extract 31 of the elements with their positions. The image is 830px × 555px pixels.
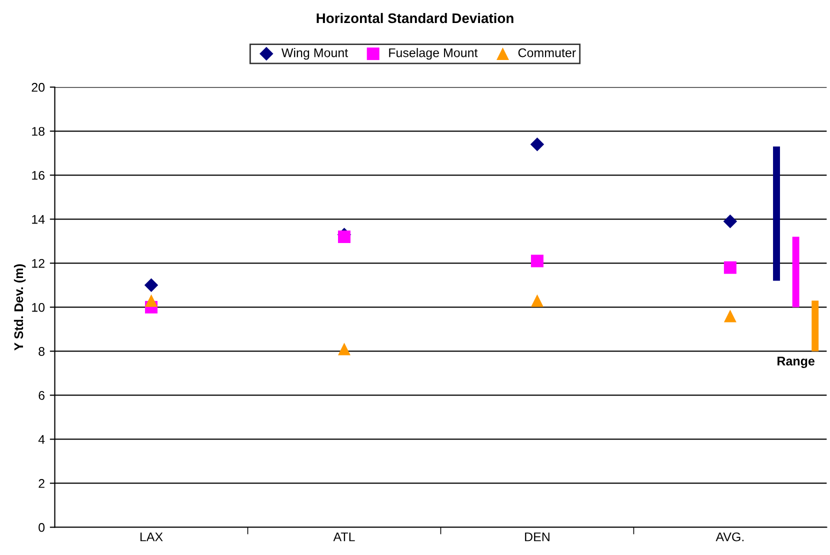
point <box>723 214 738 228</box>
point <box>144 278 158 292</box>
y-tick-label: 6 <box>38 391 45 400</box>
x-tick-label: ATL <box>333 532 355 542</box>
y-tick-label: 16 <box>32 170 45 180</box>
point <box>724 261 736 274</box>
legend-label: Commuter <box>518 48 576 58</box>
y-tick-label: 8 <box>38 347 45 356</box>
y-tick-label: 20 <box>32 82 45 92</box>
point <box>530 254 544 268</box>
chart-title: Horizontal Standard Deviation <box>316 12 514 24</box>
y-axis-title: Y Std. Dev. (m) <box>14 264 26 351</box>
y-tick-label: 12 <box>32 258 44 268</box>
point <box>530 294 544 307</box>
y-tick-label: 14 <box>32 215 45 224</box>
y-tick-label: 18 <box>32 126 45 136</box>
x-tick-label: DEN <box>525 532 550 542</box>
point <box>338 230 350 244</box>
y-tick-label: 2 <box>38 479 44 488</box>
point <box>724 310 736 322</box>
legend-label: Fuselage Mount <box>389 48 478 60</box>
point <box>145 294 158 307</box>
y-tick-label: 10 <box>32 302 45 312</box>
x-tick-label: LAX <box>140 532 163 542</box>
legend-label: Wing Mount <box>281 48 348 60</box>
x-tick-label: AVG. <box>716 532 744 542</box>
y-tick-label: 0 <box>38 523 45 532</box>
annotation: Range <box>778 356 814 368</box>
y-tick-label: 4 <box>38 435 45 444</box>
point <box>530 137 544 152</box>
point <box>338 342 350 356</box>
